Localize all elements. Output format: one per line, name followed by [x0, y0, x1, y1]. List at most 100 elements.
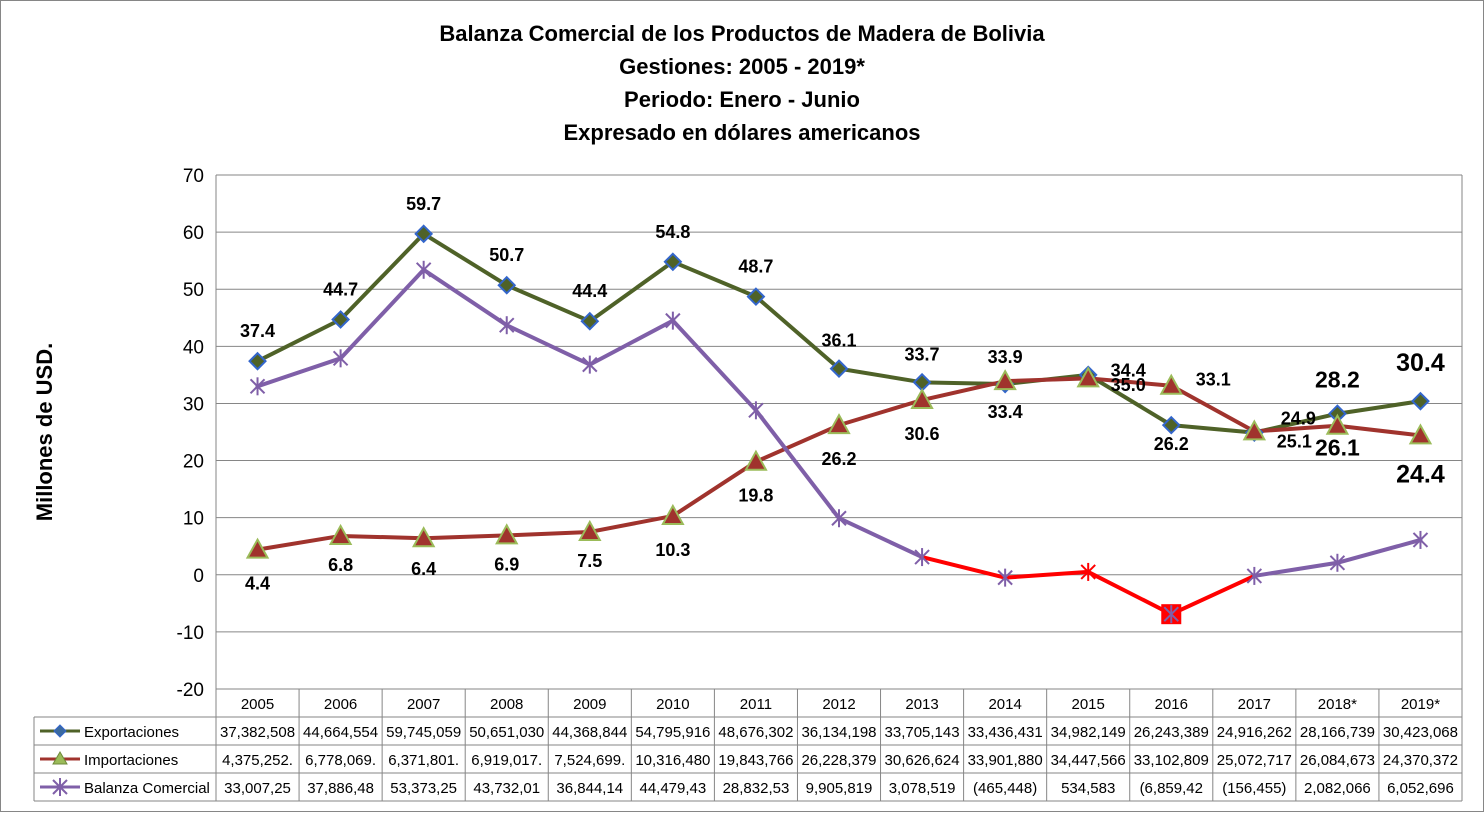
data-label-importaciones: 33.1: [1196, 370, 1231, 390]
series-segment: [338, 267, 426, 361]
table-cell: 30,423,068: [1383, 724, 1458, 741]
data-label-importaciones: 7.5: [577, 551, 602, 571]
point-exportaciones: [1411, 391, 1430, 411]
legend-marker: [53, 724, 67, 738]
y-tick-label: 60: [183, 223, 204, 244]
y-axis: -20 -10 0 10 20 30 40 50 60 70: [177, 166, 1463, 701]
x-tick-label: 2017: [1238, 696, 1271, 713]
data-label-exportaciones: 33.7: [905, 344, 940, 364]
series-segment: [670, 259, 758, 299]
chart-title-line-2: Gestiones: 2005 - 2019*: [619, 54, 865, 79]
series-segment: [1086, 372, 1174, 428]
data-label-importaciones: 33.9: [988, 347, 1023, 367]
data-label-exportaciones: 26.2: [1154, 434, 1189, 454]
point-balanza-comercial: [249, 377, 266, 396]
series-segment: [1169, 573, 1257, 617]
point-importaciones: [328, 523, 353, 545]
series-segment: [920, 555, 1008, 580]
point-balanza-comercial: [1246, 566, 1263, 585]
y-tick-label: -10: [177, 623, 204, 644]
y-tick-label: -20: [177, 680, 204, 701]
x-tick-label: 2011: [740, 696, 772, 713]
data-label-exportaciones: 44.7: [323, 279, 358, 299]
series-segment: [1003, 569, 1091, 580]
table-cell: 44,368,844: [552, 724, 627, 741]
point-importaciones: [245, 537, 270, 559]
series-segment: [587, 259, 675, 324]
data-label-importaciones: 25.1: [1277, 431, 1312, 451]
point-importaciones: [1408, 423, 1433, 445]
table-cell: 26,228,379: [801, 752, 876, 769]
series-segment: [338, 533, 426, 541]
table-cell: 36,844,14: [556, 780, 623, 797]
data-label-importaciones: 10.3: [655, 540, 690, 560]
data-label-exportaciones: 44.4: [572, 281, 607, 301]
legend-label: Exportaciones: [84, 724, 179, 741]
point-importaciones: [1159, 373, 1183, 395]
series-segment: [753, 294, 841, 371]
point-exportaciones: [497, 275, 517, 295]
table-cell: 28,166,739: [1300, 724, 1375, 741]
table-cell: 48,676,302: [718, 724, 793, 741]
table-cell: 28,832,53: [723, 780, 790, 797]
y-tick-label: 0: [193, 566, 204, 587]
table-cell: 36,134,198: [801, 724, 876, 741]
table-cell: 6,778,069.: [305, 752, 376, 769]
series-segment: [670, 459, 758, 518]
chart-title-line-1: Balanza Comercial de los Productos de Ma…: [439, 21, 1045, 46]
table-cell: 19,843,766: [718, 752, 793, 769]
table-cell: 3,078,519: [889, 780, 956, 797]
table-cell: 33,901,880: [968, 752, 1043, 769]
series-segment: [255, 317, 343, 364]
point-exportaciones: [829, 359, 849, 379]
point-balanza-comercial: [665, 311, 681, 330]
series-segment: [1335, 537, 1423, 565]
series-segment: [504, 283, 592, 324]
chart-title: Balanza Comercial de los Productos de Ma…: [439, 21, 1045, 145]
series-segment: [587, 513, 675, 534]
data-label-exportaciones: 59.7: [406, 194, 441, 214]
series-segment: [670, 318, 758, 413]
point-importaciones: [495, 523, 519, 545]
series-segment: [753, 408, 841, 521]
point-importaciones: [411, 526, 436, 548]
y-tick-label: 10: [183, 509, 204, 530]
point-balanza-comercial: [831, 509, 847, 528]
x-tick-label: 2012: [822, 696, 855, 713]
legend-label: Importaciones: [84, 752, 178, 769]
series-segment: [338, 231, 426, 322]
x-tick-label: 2015: [1072, 696, 1105, 713]
y-tick-label: 50: [183, 280, 204, 301]
x-tick-label: 2007: [407, 696, 440, 713]
data-label-exportaciones: 37.4: [240, 321, 275, 341]
point-exportaciones: [663, 252, 683, 272]
x-tick-label: 2016: [1155, 696, 1188, 713]
data-label-exportaciones: 30.4: [1396, 349, 1445, 377]
point-importaciones: [910, 387, 934, 410]
x-tick-label: 2014: [988, 696, 1021, 713]
table-cell: 59,745,059: [386, 724, 461, 741]
series-segment: [837, 398, 925, 428]
table-cell: 7,524,699.: [554, 752, 625, 769]
table-cell: 37,886,48: [307, 780, 374, 797]
point-balanza-comercial: [52, 778, 68, 796]
series-segment: [421, 533, 509, 541]
data-label-importaciones: 6.9: [494, 554, 519, 574]
point-importaciones: [1242, 419, 1267, 441]
point-balanza-comercial: [914, 548, 930, 567]
table-cell: 33,436,431: [968, 724, 1043, 741]
series-segment: [1169, 383, 1257, 434]
chart-title-line-3: Periodo: Enero - Junio: [624, 87, 860, 112]
data-label-exportaciones: 35.0: [1111, 375, 1146, 395]
table-cell: 24,916,262: [1217, 724, 1292, 741]
y-tick-label: 20: [183, 452, 204, 473]
point-exportaciones: [331, 310, 351, 329]
series-segment: [421, 231, 509, 288]
table-cell: (6,859,42: [1140, 780, 1203, 797]
x-tick-label: 2008: [490, 696, 523, 713]
y-tick-label: 30: [183, 394, 204, 415]
table-cell: 34,982,149: [1051, 724, 1126, 741]
